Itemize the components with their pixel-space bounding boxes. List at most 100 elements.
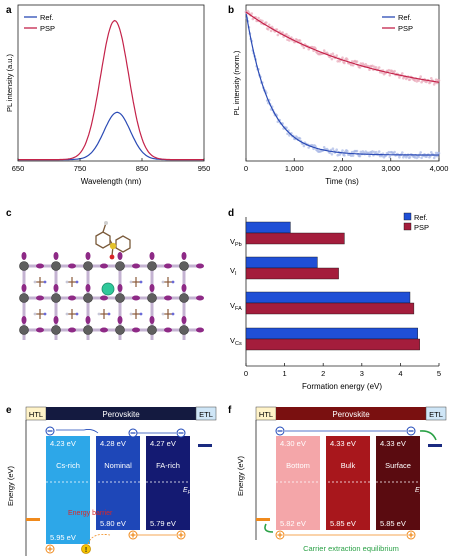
e-hole-arrows: ! [45, 530, 186, 554]
d-x-tick-label: 2 [321, 369, 325, 378]
f-bottom-name: Bottom [286, 461, 310, 470]
b-x-tick-label: 4,000 [430, 164, 449, 173]
b-scatter-point [322, 49, 326, 52]
iodine-atom [85, 252, 91, 260]
b-scatter-point [359, 150, 363, 154]
b-scatter-point [359, 62, 363, 65]
cat-label-vfa: VFA [230, 301, 242, 312]
iodine-atom [164, 295, 172, 301]
panel-a-frame [17, 4, 205, 162]
iodine-atom [36, 263, 44, 269]
fa-h-atom [129, 312, 133, 316]
e-fa-bottom: 5.79 eV [150, 519, 176, 528]
b-scatter-point [302, 144, 306, 148]
b-scatter-point [328, 151, 332, 154]
f-green-arrow-right [419, 430, 437, 441]
psp-molecule [95, 222, 131, 257]
b-scatter-point [312, 147, 315, 151]
b-scatter-point [420, 80, 423, 84]
panel-label-a: a [6, 5, 12, 16]
f-bottom-top: 4.30 eV [280, 439, 306, 448]
panel-f-band-diagram: HTL Perovskite ETL Energy (eV) 4.30 eV B… [236, 406, 447, 553]
b-scatter-point [375, 66, 378, 69]
fa-h-atom [65, 312, 69, 316]
b-scatter-point [349, 154, 353, 157]
e-warning-icon [81, 544, 91, 554]
fa-n-atom [139, 280, 143, 284]
b-scatter-point [298, 137, 302, 140]
b-scatter-point [311, 144, 314, 147]
b-scatter-point [377, 66, 381, 69]
b-scatter-point [311, 45, 314, 49]
f-etl-level [428, 444, 442, 447]
bar-v_cs-ref [245, 327, 419, 340]
f-caption: Carrier extraction equilibrium [303, 544, 399, 553]
b-fit-line-psp [245, 11, 440, 83]
fa-h-atom [33, 280, 37, 284]
bar-v_i-ref [245, 256, 318, 269]
series-line-psp [18, 19, 204, 161]
b-scatter-point [281, 31, 285, 34]
b-scatter-point [355, 149, 359, 153]
e-fa-top: 4.27 eV [150, 439, 176, 448]
panel-a-ylabel: PL intensity (a.u.) [5, 53, 14, 112]
panel-label-e: e [6, 405, 12, 416]
pb-atom [115, 261, 125, 271]
b-scatter-point [430, 77, 433, 80]
iodine-atom [85, 316, 91, 324]
b-scatter-point [298, 39, 302, 42]
a-x-tick-label: 850 [136, 164, 149, 173]
iodine-atom [21, 284, 27, 292]
b-scatter-point [343, 61, 346, 65]
e-nominal-bottom: 5.80 eV [100, 519, 126, 528]
b-scatter-point [419, 75, 423, 78]
b-scatter-point [417, 155, 421, 159]
e-perovskite-label: Perovskite [102, 410, 140, 419]
e-etl-box [195, 406, 217, 421]
b-scatter-point [286, 132, 289, 136]
fa-n-atom [75, 280, 79, 284]
sulfur-atom [109, 242, 117, 250]
e-fa-name: FA-rich [156, 461, 180, 470]
e-cs-top: 4.23 eV [50, 439, 76, 448]
legend-d-ref: Ref. [414, 213, 428, 222]
iodine-atom [53, 284, 59, 292]
panel-d-category-labels: VPb VI VFA VCs [230, 237, 242, 347]
cat-label-vpb: VPb [230, 237, 242, 248]
f-etl-label: ETL [429, 410, 443, 419]
iodine-atom [21, 252, 27, 260]
b-scatter-point [429, 155, 432, 158]
f-perovskite-header [276, 407, 426, 420]
b-scatter-point [250, 12, 254, 15]
b-scatter-point [419, 151, 423, 154]
b-scatter-point [351, 154, 355, 157]
pb-atom [115, 325, 125, 335]
f-col-bulk [326, 436, 370, 530]
b-scatter-point [275, 28, 279, 31]
pb-atom [83, 293, 93, 303]
panel-b-legend: Ref. PSP [382, 13, 413, 33]
hydrogen-atom [104, 221, 108, 225]
legend-b-psp: PSP [398, 24, 413, 33]
d-x-tick-label: 4 [398, 369, 402, 378]
b-scatter-point [346, 149, 349, 153]
b-scatter-point [331, 147, 335, 150]
f-bulk-name: Bulk [341, 461, 356, 470]
b-fit-line-ref [245, 11, 439, 156]
e-col-fa-rich [146, 436, 190, 530]
f-col-bottom [276, 436, 320, 530]
b-scatter-point [350, 150, 354, 154]
fa-n-atom [107, 312, 111, 316]
b-x-tick-label: 1,000 [285, 164, 304, 173]
fa-h-atom [161, 312, 165, 316]
pb-atom [51, 293, 61, 303]
fa-n-atom [75, 312, 79, 316]
pb-atom [179, 293, 189, 303]
legend-b-ref: Ref. [398, 13, 412, 22]
iodine-atom [196, 263, 204, 269]
cs-ion [101, 282, 115, 296]
iodine-atom [68, 327, 76, 333]
iodine-atom [132, 263, 140, 269]
iodine-atom [36, 295, 44, 301]
